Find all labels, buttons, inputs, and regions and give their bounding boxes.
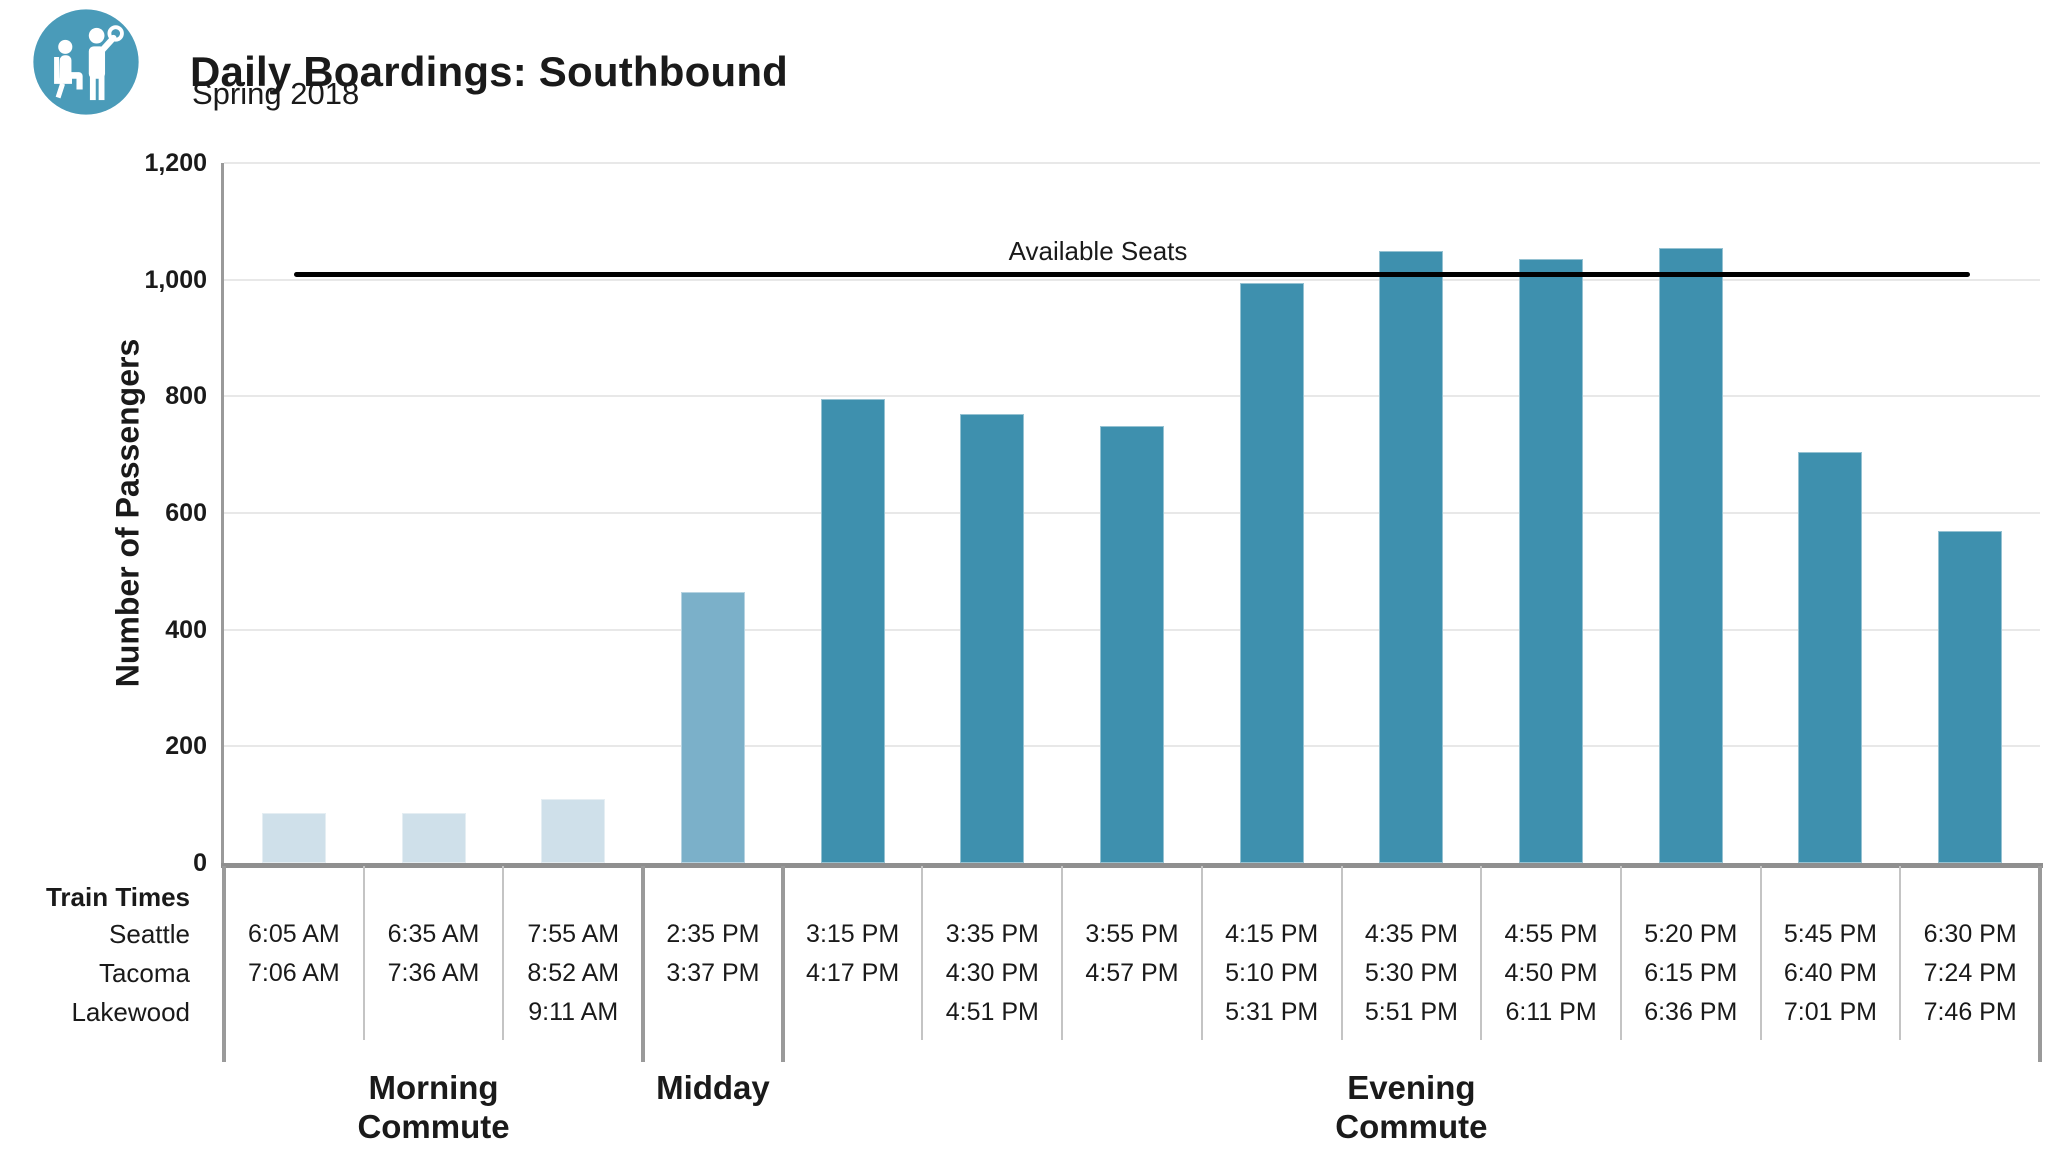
y-axis-line bbox=[221, 163, 224, 863]
group-label-line: Commute bbox=[1335, 1108, 1488, 1145]
y-tick-label-800: 800 bbox=[165, 382, 207, 411]
table-column-divider bbox=[921, 866, 924, 1040]
time-cell: 5:45 PM bbox=[1783, 920, 1877, 948]
time-cell: 4:51 PM bbox=[945, 998, 1039, 1026]
y-gridline-1200 bbox=[224, 162, 2040, 164]
time-cell: 5:30 PM bbox=[1364, 959, 1458, 987]
row-label-tacoma: Tacoma bbox=[98, 958, 190, 988]
bar-4-35-PM bbox=[1379, 250, 1444, 863]
bar-5-45-PM bbox=[1798, 451, 1863, 863]
table-group-divider bbox=[641, 866, 646, 1062]
bar-6-35-AM bbox=[401, 813, 466, 863]
time-cell: 7:55 AM bbox=[527, 920, 620, 948]
bar-7-55-AM bbox=[541, 798, 606, 863]
time-cell: 6:40 PM bbox=[1783, 959, 1877, 987]
table-column-divider bbox=[362, 866, 365, 1040]
time-cell: 9:11 AM bbox=[528, 998, 619, 1026]
time-cell: 7:36 AM bbox=[387, 959, 480, 987]
group-label-line: Morning bbox=[368, 1069, 499, 1106]
time-cell: 4:35 PM bbox=[1364, 920, 1458, 948]
time-cell: 4:15 PM bbox=[1225, 920, 1319, 948]
available-seats-line bbox=[293, 271, 1971, 277]
bar-6-05-AM bbox=[261, 813, 326, 863]
time-cell: 6:36 PM bbox=[1644, 998, 1738, 1026]
time-cell: 2:35 PM bbox=[666, 920, 760, 948]
y-tick-label-1200: 1,200 bbox=[144, 149, 207, 177]
bar-3-35-PM bbox=[960, 413, 1025, 863]
time-cell: 7:06 AM bbox=[247, 959, 340, 987]
table-corner-label: Train Times bbox=[45, 882, 190, 912]
y-tick-label-400: 400 bbox=[165, 615, 207, 644]
group-label-2: Evening Commute bbox=[1335, 1068, 1487, 1146]
time-cell: 5:51 PM bbox=[1364, 998, 1458, 1026]
group-label-line: Midday bbox=[656, 1069, 770, 1106]
time-cell: 5:20 PM bbox=[1644, 920, 1738, 948]
time-cell: 7:01 PM bbox=[1783, 998, 1877, 1026]
group-label-1: Midday bbox=[656, 1068, 770, 1107]
table-column-divider bbox=[1061, 866, 1064, 1040]
available-seats-label: Available Seats bbox=[1008, 235, 1188, 266]
bar-4-15-PM bbox=[1239, 282, 1304, 863]
time-cell: 3:15 PM bbox=[806, 920, 900, 948]
time-cell: 4:30 PM bbox=[945, 959, 1039, 987]
table-column-divider bbox=[1480, 866, 1483, 1040]
group-label-line: Commute bbox=[357, 1108, 510, 1145]
y-tick-label-0: 0 bbox=[193, 849, 207, 877]
bar-2-35-PM bbox=[680, 591, 745, 863]
time-cell: 3:35 PM bbox=[945, 920, 1039, 948]
time-cell: 6:30 PM bbox=[1923, 920, 2017, 948]
table-column-divider bbox=[1759, 866, 1762, 1040]
table-group-divider bbox=[780, 866, 785, 1062]
row-label-lakewood: Lakewood bbox=[71, 997, 190, 1027]
bar-3-15-PM bbox=[820, 399, 885, 863]
bar-5-20-PM bbox=[1658, 247, 1723, 863]
time-cell: 5:10 PM bbox=[1225, 959, 1319, 987]
x-axis-line bbox=[221, 863, 2043, 868]
bar-3-55-PM bbox=[1100, 425, 1164, 863]
time-cell: 6:05 AM bbox=[247, 920, 340, 948]
group-label-line: Evening bbox=[1347, 1069, 1476, 1106]
time-cell: 7:46 PM bbox=[1923, 998, 2017, 1026]
table-column-divider bbox=[502, 866, 505, 1040]
y-gridline-800 bbox=[224, 395, 2040, 398]
time-cell: 3:37 PM bbox=[666, 959, 760, 987]
time-cell: 7:24 PM bbox=[1923, 959, 2017, 987]
table-group-divider bbox=[2038, 866, 2042, 1062]
bar-4-55-PM bbox=[1519, 259, 1584, 863]
time-cell: 5:31 PM bbox=[1225, 998, 1319, 1026]
time-cell: 6:35 AM bbox=[387, 920, 480, 948]
table-column-divider bbox=[1619, 866, 1622, 1040]
time-cell: 4:50 PM bbox=[1504, 959, 1598, 987]
table-group-divider bbox=[222, 866, 226, 1062]
y-tick-label-600: 600 bbox=[165, 499, 207, 527]
y-gridline-1000 bbox=[224, 278, 2040, 281]
chart-title: Daily Boardings: Southbound bbox=[190, 48, 789, 96]
time-cell: 6:11 PM bbox=[1505, 998, 1597, 1026]
time-cell: 3:55 PM bbox=[1085, 920, 1179, 948]
time-cell: 4:55 PM bbox=[1504, 920, 1598, 948]
time-cell: 4:17 PM bbox=[806, 959, 900, 987]
row-label-seattle: Seattle bbox=[109, 919, 190, 949]
table-column-divider bbox=[1899, 866, 1902, 1040]
transit-passengers-icon bbox=[30, 6, 142, 118]
time-cell: 4:57 PM bbox=[1085, 959, 1179, 987]
time-cell: 6:15 PM bbox=[1644, 959, 1738, 987]
bar-6-30-PM bbox=[1938, 530, 2003, 863]
table-column-divider bbox=[1200, 866, 1203, 1040]
group-label-0: Morning Commute bbox=[357, 1068, 509, 1146]
table-column-divider bbox=[1340, 866, 1343, 1040]
y-tick-label-200: 200 bbox=[165, 732, 207, 761]
time-cell: 8:52 AM bbox=[527, 959, 620, 987]
chart-subtitle: Spring 2018 bbox=[192, 76, 360, 111]
y-tick-label-1000: 1,000 bbox=[144, 265, 207, 294]
